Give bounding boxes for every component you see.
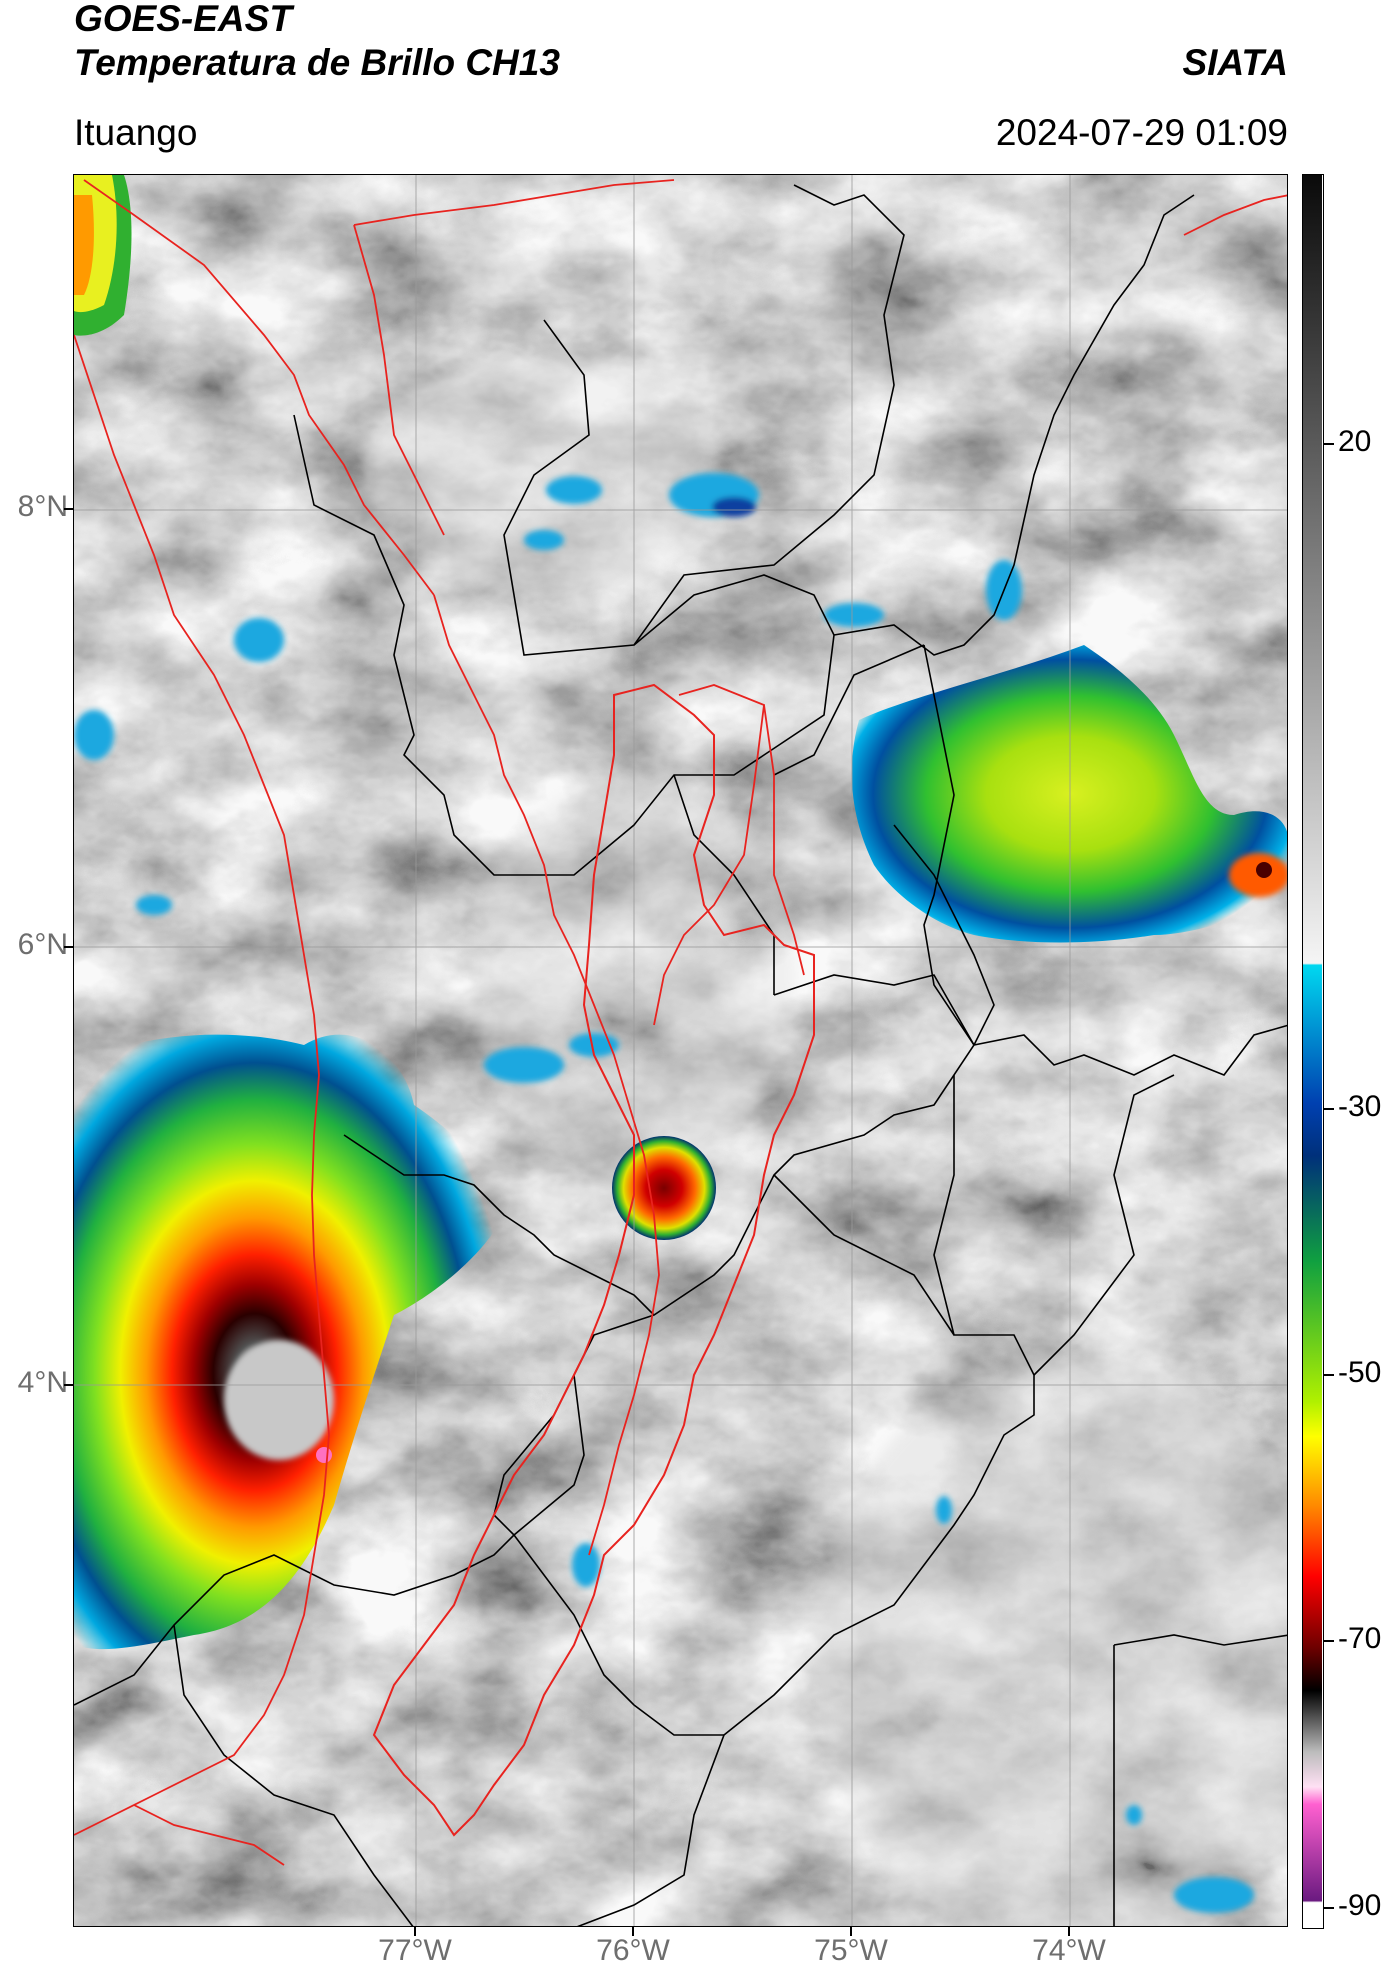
lat-label-6n: 6°N <box>17 928 68 961</box>
timestamp-label: 2024-07-29 01:09 <box>995 112 1288 153</box>
lon-label-74w: 74°W <box>1032 1934 1106 1967</box>
colorbar-label-minus70: -70 <box>1338 1622 1382 1655</box>
storm-core-overshoot <box>224 1340 334 1460</box>
cloud-band-north <box>364 355 724 595</box>
clear-area-southeast <box>814 1355 1287 1926</box>
lon-tick-74w <box>1068 1927 1070 1936</box>
storm-coldest-pixel <box>316 1447 332 1463</box>
lon-tick-77w <box>414 1927 416 1936</box>
product-title: Temperatura de Brillo CH13 <box>74 42 560 83</box>
colorbar-tick-20 <box>1324 443 1334 445</box>
storm-cell-ituango <box>612 1136 716 1240</box>
ituango-watershed-outline <box>372 683 815 1837</box>
lat-tick-6n <box>64 946 73 948</box>
lat-tick-8n <box>64 508 73 510</box>
cold-cloud-patches <box>74 473 1254 1913</box>
agency-label: SIATA <box>1182 42 1288 83</box>
colorbar-tick-minus90 <box>1324 1907 1334 1909</box>
region-label: Ituango <box>74 112 198 153</box>
colorbar-tick-minus30 <box>1324 1108 1334 1110</box>
colorbar-label-20: 20 <box>1338 425 1372 458</box>
colorbar-label-minus30: -30 <box>1338 1090 1382 1123</box>
lon-tick-76w <box>632 1927 634 1936</box>
colorbar-gradient <box>1303 175 1322 1927</box>
colorbar-label-minus50: -50 <box>1338 1356 1382 1389</box>
storm-pacific-west <box>74 1034 504 1650</box>
lat-label-4n: 4°N <box>17 1366 68 1399</box>
lat-tick-4n <box>64 1384 73 1386</box>
department-boundaries <box>74 184 1287 1926</box>
colorbar <box>1302 174 1324 1929</box>
colorbar-tick-minus70 <box>1324 1640 1334 1642</box>
storm-northeast <box>851 645 1287 943</box>
coastline-and-borders <box>74 179 1287 1866</box>
satellite-map[interactable] <box>73 174 1288 1927</box>
colorbar-tick-minus50 <box>1324 1374 1334 1376</box>
lat-label-8n: 8°N <box>17 490 68 523</box>
lon-tick-75w <box>850 1927 852 1936</box>
graticule <box>74 175 1287 1926</box>
lon-label-75w: 75°W <box>814 1934 888 1967</box>
lon-label-76w: 76°W <box>596 1934 670 1967</box>
map-canvas <box>74 175 1287 1926</box>
storm-northwest-corner <box>74 175 132 336</box>
lon-label-77w: 77°W <box>378 1934 452 1967</box>
colorbar-label-minus90: -90 <box>1338 1889 1382 1922</box>
satellite-title: GOES-EAST <box>74 0 292 39</box>
